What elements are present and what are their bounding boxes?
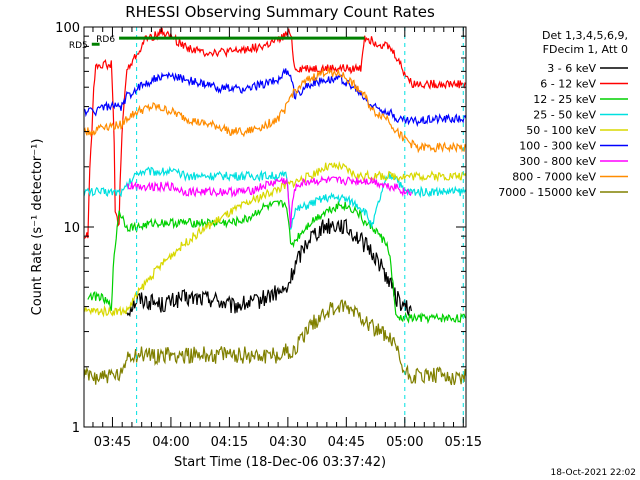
annotation-layer: RD6 RD5	[69, 27, 464, 427]
x-tick-label-5: 05:00	[386, 435, 423, 450]
x-tick-label-0: 03:45	[94, 435, 131, 450]
x-tick-label-3: 04:30	[269, 435, 306, 450]
legend-label-6: 300 - 800 keV	[519, 155, 596, 168]
legend-label-3: 25 - 50 keV	[533, 109, 596, 122]
legend-label-8: 7000 - 15000 keV	[498, 186, 596, 199]
series-line-2	[87, 199, 467, 325]
series-line-0	[126, 218, 412, 318]
series-line-1	[83, 27, 467, 239]
y-tick-label-0: 1	[72, 421, 80, 436]
x-tick-label-6: 05:15	[445, 435, 482, 450]
y-axis-label: Count Rate (s⁻¹ detector⁻¹)	[30, 139, 45, 316]
legend-label-4: 50 - 100 keV	[526, 124, 596, 137]
x-axis: 03:45 04:00 04:15 04:30 04:45 05:00 05:15	[92, 27, 482, 450]
legend-header-line-2: FDecim 1, Att 0	[543, 43, 628, 56]
legend: 3 - 6 keV 6 - 12 keV 12 - 25 keV 25 - 50 ke…	[498, 62, 628, 199]
x-tick-label-1: 04:00	[152, 435, 189, 450]
legend-label-0: 3 - 6 keV	[547, 62, 596, 75]
series-line-5	[83, 67, 467, 128]
x-tick-label-2: 04:15	[211, 435, 248, 450]
legend-label-1: 6 - 12 keV	[540, 78, 596, 91]
series-line-4	[83, 160, 467, 318]
legend-header-line-1: Det 1,3,4,5,6,9,	[542, 29, 628, 42]
x-axis-label: Start Time (18-Dec-06 03:37:42)	[174, 455, 386, 470]
legend-label-5: 100 - 300 keV	[519, 140, 596, 153]
annotation-label-0: RD6	[96, 35, 115, 45]
chart-title: RHESSI Observing Summary Count Rates	[125, 3, 435, 21]
legend-label-2: 12 - 25 keV	[533, 93, 596, 106]
y-axis: 1 10 100	[55, 21, 466, 436]
x-tick-label-4: 04:45	[328, 435, 365, 450]
series-line-8	[83, 299, 467, 386]
series-line-6	[126, 175, 412, 228]
series-line-7	[83, 67, 467, 154]
series-line-3	[83, 165, 467, 230]
footer-timestamp: 18-Oct-2021 22:02	[551, 468, 636, 478]
legend-label-7: 800 - 7000 keV	[512, 171, 596, 184]
y-tick-label-2: 100	[55, 21, 80, 36]
series-layer	[83, 27, 467, 386]
y-tick-label-1: 10	[63, 221, 80, 236]
annotation-label-1: RD5	[69, 41, 88, 51]
